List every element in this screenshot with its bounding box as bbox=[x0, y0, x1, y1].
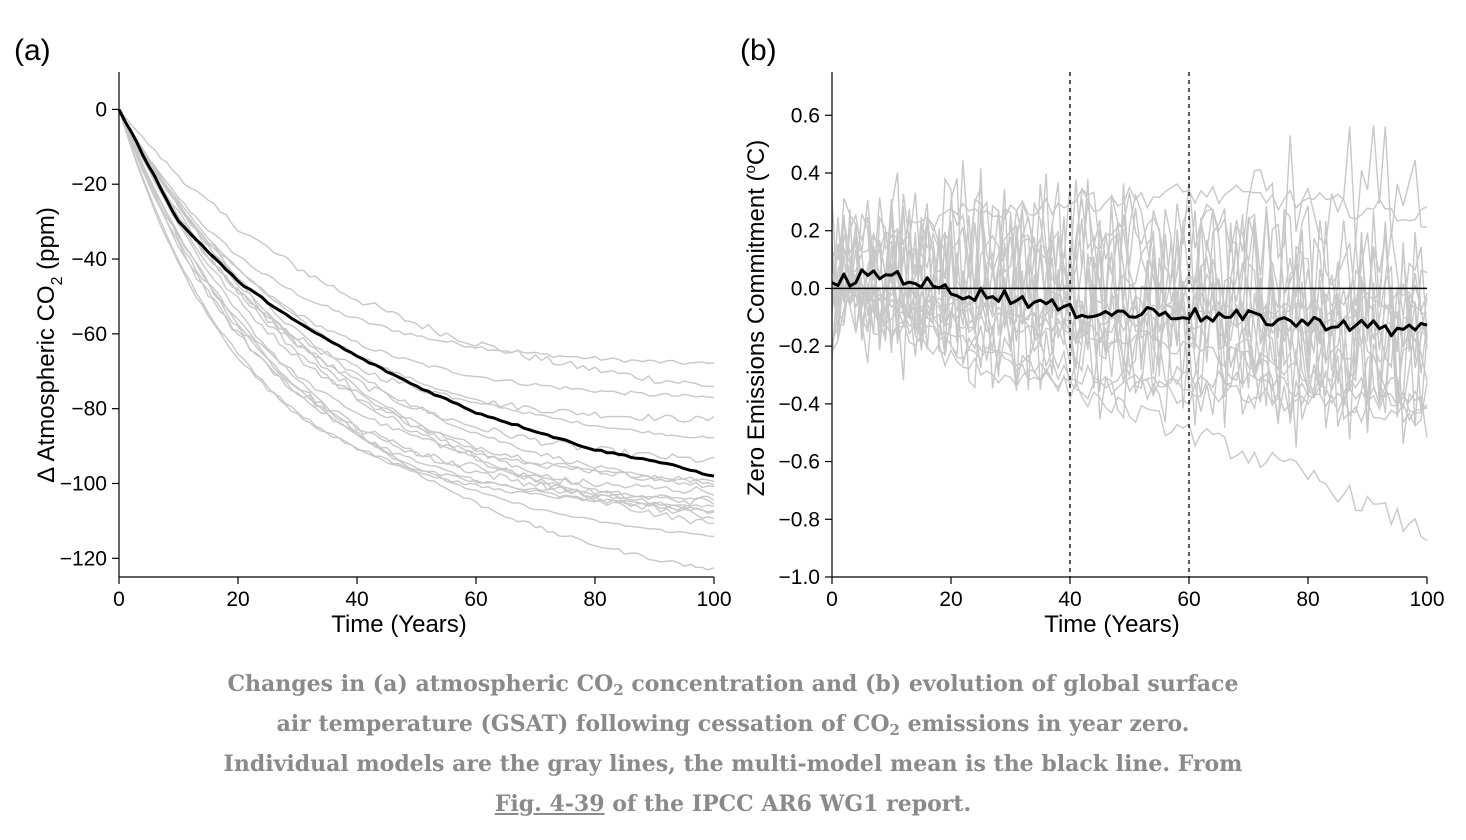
panel-b-y-ticks: 0.6 0.4 0.2 0.0 −0.2 −0.4 −0.6 −0.8 −1.0 bbox=[779, 104, 832, 589]
y-tick-label: −0.8 bbox=[779, 508, 820, 531]
caption-line-1: Changes in (a) atmospheric CO2 concentra… bbox=[227, 671, 1239, 699]
model-line bbox=[118, 109, 715, 513]
y-tick-label: −20 bbox=[71, 173, 107, 196]
panel-b-zec-chart: (b) 0 20 40 60 80 100 0.6 0.4 0.2 0.0 −0.2 −0.4 −0.… bbox=[740, 34, 1445, 638]
x-tick-label: 40 bbox=[1058, 588, 1081, 611]
model-line bbox=[118, 109, 715, 365]
x-tick-label: 20 bbox=[226, 588, 249, 611]
y-tick-label: 0.2 bbox=[791, 220, 820, 243]
x-tick-label: 60 bbox=[464, 588, 487, 611]
model-line bbox=[831, 183, 1428, 265]
panel-b-model-lines bbox=[831, 125, 1428, 542]
panel-a-y-ticks: 0 −20 −40 −60 −80 −100 −120 bbox=[60, 98, 119, 570]
panel-a-x-ticks: 0 20 40 60 80 100 bbox=[113, 577, 732, 611]
x-tick-label: 100 bbox=[696, 588, 731, 611]
y-tick-label: −80 bbox=[71, 398, 107, 421]
x-tick-label: 80 bbox=[583, 588, 606, 611]
panel-a-y-axis-title: Δ Atmospheric CO2 (ppm) bbox=[33, 207, 66, 483]
caption-line-4: Fig. 4-39 of the IPCC AR6 WG1 report. bbox=[494, 791, 972, 817]
y-tick-label: −0.2 bbox=[779, 335, 820, 358]
model-line bbox=[118, 108, 715, 388]
y-tick-label: −1.0 bbox=[779, 566, 820, 589]
caption-line-2: air temperature (GSAT) following cessati… bbox=[276, 711, 1190, 739]
panel-b-y-axis-title: Zero Emissions Commitment (oC) bbox=[742, 140, 770, 496]
figure: (a) 0 20 40 60 80 100 0 −20 −40 −60 −80 −100 −120 T… bbox=[14, 34, 1445, 638]
x-tick-label: 60 bbox=[1177, 588, 1200, 611]
model-line bbox=[831, 281, 1428, 542]
y-tick-label: 0.4 bbox=[791, 162, 821, 185]
model-line bbox=[118, 109, 715, 520]
y-tick-label: 0.0 bbox=[791, 277, 820, 300]
panel-a-mean-line bbox=[117, 108, 715, 478]
model-line bbox=[118, 109, 715, 501]
panel-a-label: (a) bbox=[14, 34, 51, 67]
y-tick-label: −120 bbox=[60, 547, 107, 570]
model-line bbox=[118, 109, 715, 506]
model-line bbox=[831, 203, 1428, 364]
model-line bbox=[118, 109, 715, 439]
panel-b-x-ticks: 0 20 40 60 80 100 bbox=[826, 577, 1445, 611]
panel-a-model-lines bbox=[118, 108, 715, 571]
ipcc-figure-link[interactable]: Fig. 4-39 bbox=[494, 791, 605, 817]
model-line bbox=[118, 109, 715, 463]
model-line bbox=[831, 255, 1428, 427]
y-tick-label: −0.6 bbox=[779, 451, 820, 474]
panel-b-x-axis-title: Time (Years) bbox=[1044, 611, 1180, 638]
x-tick-label: 40 bbox=[345, 588, 368, 611]
panel-a-co2-chart: (a) 0 20 40 60 80 100 0 −20 −40 −60 −80 −100 −120 T… bbox=[14, 34, 732, 638]
model-line bbox=[831, 231, 1428, 432]
model-line bbox=[118, 109, 715, 399]
caption-line-3: Individual models are the gray lines, th… bbox=[223, 751, 1243, 777]
y-tick-label: −100 bbox=[60, 472, 107, 495]
figure-caption: Changes in (a) atmospheric CO2 concentra… bbox=[0, 664, 1466, 824]
model-line bbox=[118, 109, 715, 496]
model-line bbox=[118, 109, 715, 571]
y-tick-label: −0.4 bbox=[779, 393, 821, 416]
model-line bbox=[118, 109, 715, 508]
y-tick-label: 0 bbox=[95, 98, 107, 121]
model-line bbox=[831, 280, 1428, 424]
panel-b-label: (b) bbox=[740, 34, 777, 67]
model-line bbox=[831, 197, 1428, 434]
panel-b-mean-line bbox=[831, 268, 1428, 338]
x-tick-label: 0 bbox=[826, 588, 838, 611]
model-line bbox=[118, 109, 715, 515]
y-tick-label: −60 bbox=[71, 323, 107, 346]
x-tick-label: 80 bbox=[1296, 588, 1319, 611]
x-tick-label: 0 bbox=[113, 588, 125, 611]
model-line bbox=[118, 109, 715, 483]
panel-a-x-axis-title: Time (Years) bbox=[331, 611, 467, 638]
model-line bbox=[118, 109, 715, 538]
model-line bbox=[831, 125, 1428, 313]
x-tick-label: 100 bbox=[1409, 588, 1444, 611]
model-line bbox=[118, 109, 715, 489]
y-tick-label: 0.6 bbox=[791, 104, 820, 127]
y-tick-label: −40 bbox=[71, 248, 107, 271]
x-tick-label: 20 bbox=[939, 588, 962, 611]
model-line bbox=[831, 287, 1428, 414]
